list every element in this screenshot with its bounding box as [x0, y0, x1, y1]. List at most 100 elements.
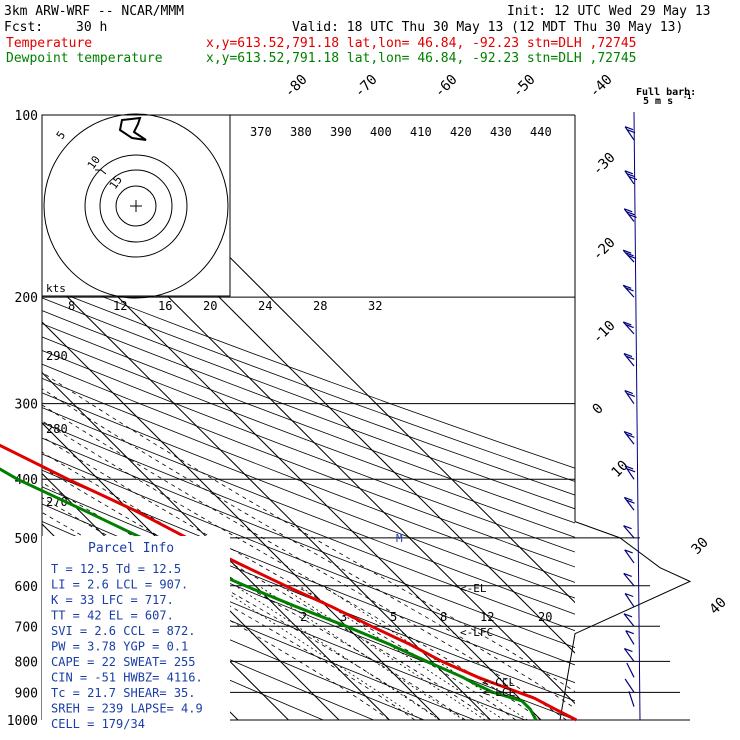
- mixing-ratio-label: 16: [158, 299, 172, 313]
- parcel-info-row: SREH = 239 LAPSE= 4.9: [51, 702, 203, 716]
- wind-barb-flag: [625, 324, 634, 329]
- dry-adiabat-line: [42, 272, 575, 469]
- wind-barb-shaft: [623, 613, 635, 627]
- isotherm-line: [42, 422, 340, 720]
- wind-barb-flag: [624, 648, 633, 653]
- wind-barbs: [622, 111, 641, 721]
- isotherm-tick-label: 40: [707, 595, 730, 618]
- forecast-hour: 30 h: [76, 20, 107, 35]
- mixing-ratio-line: [258, 585, 464, 720]
- parcel-info-row: TT = 42 EL = 607.: [51, 609, 174, 623]
- barb-legend-title: Full barb:: [636, 87, 696, 98]
- mixing-ratio-line: [216, 585, 422, 720]
- hodograph-units: kts: [46, 282, 66, 295]
- wind-barb-flag: [623, 613, 633, 618]
- isotherm-line: [42, 371, 390, 720]
- temperature-location-info: x,y=613.52,791.18 lat,lon= 46.84, -92.23…: [206, 36, 636, 51]
- right-boundary: [559, 521, 692, 721]
- dry-adiabat-line: [42, 437, 575, 648]
- wind-barb-flag: [626, 499, 635, 504]
- wind-barb-flag: [625, 630, 634, 635]
- pressure-tick-label: 500: [15, 532, 38, 547]
- wind-barb-flag: [626, 392, 636, 397]
- mixing-ratio-label: 32: [368, 299, 382, 313]
- wind-barb-shaft: [628, 691, 635, 707]
- theta-label: 290: [46, 349, 68, 363]
- wind-barb-flag: [624, 389, 634, 395]
- level-marker: <-LCL: [482, 686, 515, 699]
- wind-barb-flag: [625, 355, 635, 360]
- mixing-ratio-label: 2: [300, 610, 307, 624]
- theta-label: 380: [290, 125, 312, 139]
- pressure-tick-label: 1000: [7, 714, 38, 729]
- wind-barb-shaft: [623, 497, 635, 511]
- dewpoint-legend-label: Dewpoint temperature: [6, 51, 163, 66]
- wind-barb-shaft: [623, 648, 635, 662]
- wind-barb-shaft: [622, 284, 635, 298]
- parcel-info-title: Parcel Info: [88, 541, 174, 556]
- dry-adiabat-line: [42, 422, 575, 632]
- wind-barb-shaft: [624, 549, 635, 564]
- parcel-info-box: Parcel Info T = 12.5 Td = 12.5 LI = 2.6 L…: [42, 536, 230, 731]
- wind-barb-flag: [623, 353, 633, 358]
- mixing-ratio-line: [234, 585, 441, 720]
- dry-adiabat-line: [42, 336, 575, 538]
- init-time: Init: 12 UTC Wed 29 May 13: [507, 4, 711, 19]
- hodograph-marker: [95, 169, 107, 175]
- isotherm-line: [42, 220, 542, 720]
- wind-barb-flag: [624, 126, 634, 131]
- pressure-tick-label: 900: [15, 686, 38, 701]
- parcel-info-row: PW = 3.78 YGP = 0.1: [51, 640, 188, 654]
- forecast-label: Fcst:: [4, 20, 43, 35]
- wind-barb-flag: [625, 252, 634, 257]
- dry-adiabat-line: [42, 469, 575, 684]
- dry-adiabat-line: [42, 453, 575, 666]
- wind-barb-flag: [624, 208, 633, 213]
- isotherm-tick-label: -50: [510, 72, 539, 101]
- dry-adiabat-line: [42, 407, 575, 615]
- wind-barb-shaft: [623, 573, 635, 587]
- level-marker: <-EL: [460, 582, 487, 595]
- wind-barb-shaft: [623, 525, 635, 539]
- hodograph-ring-label: 10: [85, 153, 103, 171]
- dry-adiabat-line: [42, 377, 575, 583]
- pressure-tick-label: 800: [15, 655, 38, 670]
- pressure-tick-label: 100: [15, 109, 38, 124]
- wind-barb-shaft: [623, 353, 635, 367]
- hodograph-ring: [43, 113, 229, 299]
- mixing-ratio-label: 3: [340, 610, 347, 624]
- parcel-info-row: Tc = 21.7 SHEAR= 35.: [51, 686, 196, 700]
- wind-barb-flag: [628, 176, 638, 181]
- dry-adiabat-line: [42, 323, 575, 524]
- dry-adiabat-line: [42, 349, 575, 553]
- theta-label: 430: [490, 125, 512, 139]
- wind-barb-flag: [626, 433, 635, 438]
- wind-barb-staff: [633, 111, 641, 721]
- mixing-ratio-label: 5: [390, 610, 397, 624]
- wind-barb-flag: [626, 468, 636, 473]
- wind-barb-flag: [624, 592, 634, 598]
- hodograph-ring: [84, 154, 188, 258]
- hodograph-ring: [99, 169, 173, 243]
- mixing-ratio-label: 12: [113, 299, 127, 313]
- dry-adiabat-line: [42, 297, 575, 496]
- wind-barb-flag: [624, 549, 633, 554]
- barb-legend-units: 5 m s: [643, 96, 673, 107]
- parcel-info-row: CIN = -51 HWBZ= 4116.: [51, 671, 203, 685]
- pressure-tick-label: 700: [15, 620, 38, 635]
- pressure-tick-label: 200: [15, 291, 38, 306]
- parcel-info-row: K = 33 LFC = 717.: [51, 593, 174, 607]
- parcel-info-row: CELL = 179/34: [51, 717, 145, 731]
- pressure-tick-label: 600: [15, 580, 38, 595]
- wind-barb-flag: [626, 173, 636, 178]
- wind-barb-shaft: [623, 431, 635, 445]
- mixing-ratio-label: 8: [440, 610, 447, 624]
- theta-label: 280: [46, 422, 68, 436]
- parcel-info-row: T = 12.5 Td = 12.5: [51, 562, 181, 576]
- valid-time: Valid: 18 UTC Thu 30 May 13 (12 MDT Thu …: [292, 20, 683, 35]
- dry-adiabat-line: [42, 363, 575, 568]
- wind-barb-flag: [623, 321, 632, 326]
- level-marker: <-LFC: [460, 626, 493, 639]
